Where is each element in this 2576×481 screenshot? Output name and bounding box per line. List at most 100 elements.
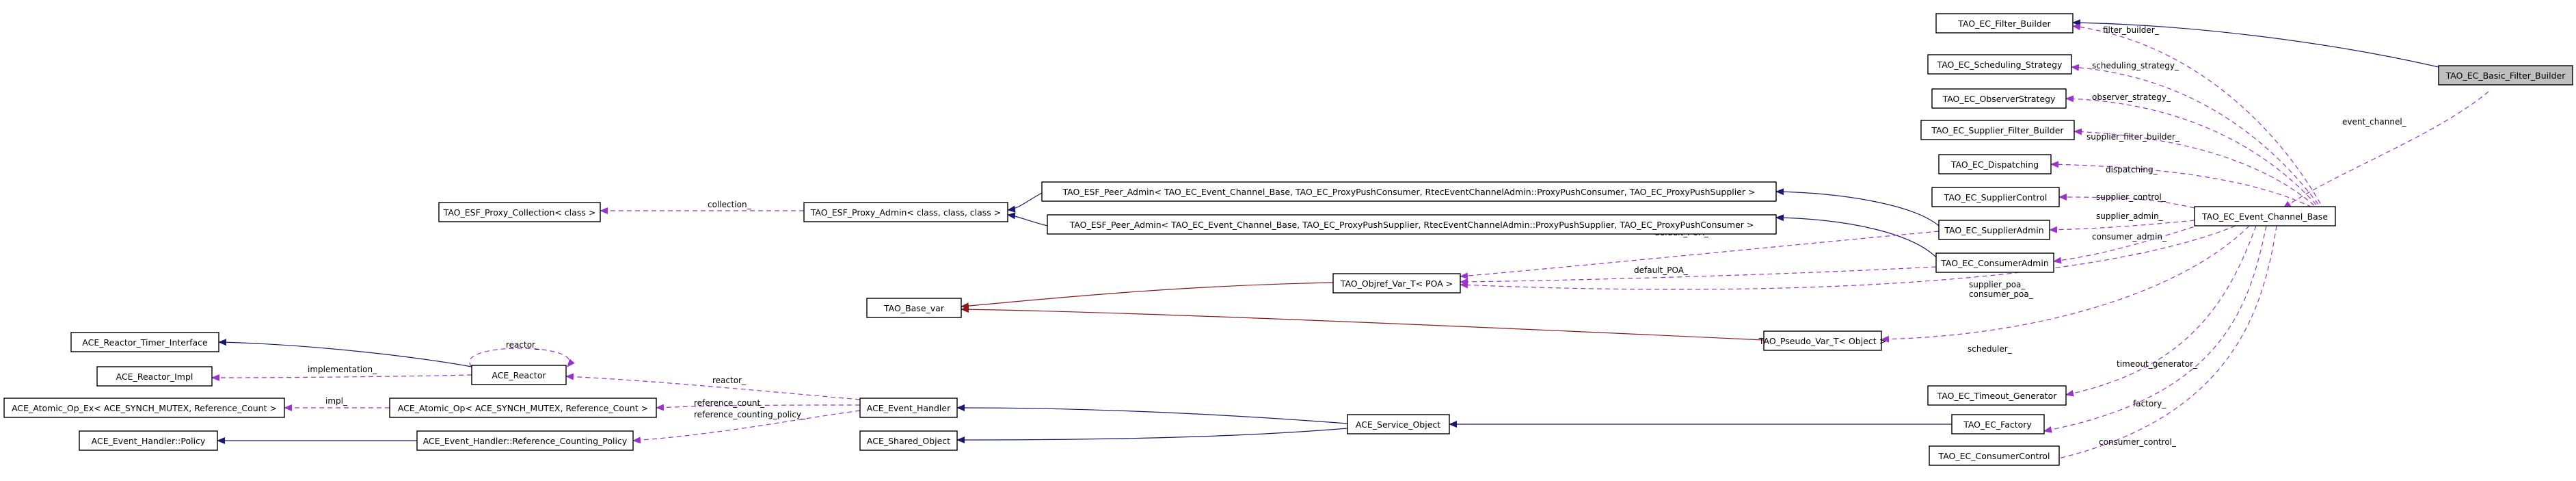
edge-shared-object-to-service-object bbox=[956, 428, 1348, 443]
edge-reference-count-usage: reference_count_ bbox=[656, 398, 861, 411]
edge-reference-counting-policy-usage: reference_counting_policy_ bbox=[632, 410, 861, 444]
node-shared-object[interactable]: ACE_Shared_Object bbox=[859, 430, 958, 451]
node-label: ACE_Shared_Object bbox=[867, 436, 950, 446]
node-label: TAO_Base_var bbox=[883, 303, 945, 313]
edge-collection-usage: collection_ bbox=[600, 200, 805, 214]
edge-timeout-generator-usage: timeout_generator_ bbox=[2065, 225, 2257, 397]
node-atomic-op-ex[interactable]: ACE_Atomic_Op_Ex< ACE_SYNCH_MUTEX, Refer… bbox=[3, 398, 285, 418]
node-label: ACE_Event_Handler bbox=[867, 403, 951, 413]
node-dispatching[interactable]: TAO_EC_Dispatching bbox=[1938, 154, 2052, 174]
label-factory: factory_ bbox=[2133, 399, 2166, 408]
node-factory[interactable]: TAO_EC_Factory bbox=[1951, 414, 2045, 434]
edge-consumer-admin-usage: consumer_admin_ bbox=[2053, 224, 2202, 264]
edge-peer-admin-supplier-to-proxy-admin bbox=[1007, 212, 1048, 226]
label-scheduling-strategy: scheduling_strategy_ bbox=[2092, 61, 2179, 70]
node-peer-admin-supplier[interactable]: TAO_ESF_Peer_Admin< TAO_EC_Event_Channel… bbox=[1047, 214, 1777, 235]
node-scheduling-strategy[interactable]: TAO_EC_Scheduling_Strategy bbox=[1927, 54, 2072, 75]
node-event-channel-base[interactable]: TAO_EC_Event_Channel_Base bbox=[2194, 206, 2336, 226]
node-label: ACE_Service_Object bbox=[1356, 419, 1440, 430]
edge-event-channel-poa: supplier_poa_ consumer_poa_ bbox=[1460, 225, 2236, 299]
node-basic-filter-builder[interactable]: TAO_EC_Basic_Filter_Builder bbox=[2438, 65, 2573, 86]
edge-factory-usage: factory_ bbox=[2043, 225, 2267, 433]
node-reactor-timer-interface[interactable]: ACE_Reactor_Timer_Interface bbox=[70, 332, 219, 352]
node-proxy-collection[interactable]: TAO_ESF_Proxy_Collection< class > bbox=[438, 202, 601, 222]
label-consumer-control: consumer_control_ bbox=[2099, 437, 2177, 447]
node-pseudo-var[interactable]: TAO_Pseudo_Var_T< Object > bbox=[1758, 330, 1886, 351]
label-reference-count: reference_count_ bbox=[694, 398, 765, 408]
node-label: TAO_Objref_Var_T< POA > bbox=[1340, 278, 1453, 289]
edge-event-handler-to-service-object bbox=[956, 404, 1348, 424]
node-label: ACE_Reactor_Timer_Interface bbox=[82, 337, 208, 348]
edge-basic-builder-event-channel: event_channel_ bbox=[2283, 91, 2489, 209]
node-objref-var-poa[interactable]: TAO_Objref_Var_T< POA > bbox=[1332, 273, 1461, 294]
node-consumer-control[interactable]: TAO_EC_ConsumerControl bbox=[1929, 445, 2060, 466]
node-label: TAO_EC_Timeout_Generator bbox=[1937, 391, 2058, 401]
node-filter-builder[interactable]: TAO_EC_Filter_Builder bbox=[1935, 13, 2074, 34]
node-service-object[interactable]: ACE_Service_Object bbox=[1347, 414, 1450, 434]
node-label: ACE_Event_Handler::Reference_Counting_Po… bbox=[423, 436, 628, 446]
node-supplier-admin[interactable]: TAO_EC_SupplierAdmin bbox=[1938, 220, 2050, 240]
node-label: TAO_EC_Supplier_Filter_Builder bbox=[1931, 125, 2064, 135]
edge-supplier-admin-usage: supplier_admin_ bbox=[2049, 211, 2195, 233]
edge-basic-filter-builder-to-filter-builder bbox=[2072, 19, 2439, 68]
label-collection: collection_ bbox=[708, 200, 752, 209]
node-label: TAO_EC_Filter_Builder bbox=[1957, 18, 2051, 29]
label-supplier-filter-builder: supplier_filter_builder_ bbox=[2087, 132, 2180, 142]
node-label: TAO_ESF_Proxy_Collection< class > bbox=[443, 207, 596, 218]
edge-consumer-admin-to-peer-admin bbox=[1775, 214, 1940, 261]
label-implementation: implementation_ bbox=[308, 365, 377, 374]
node-label: ACE_Atomic_Op_Ex< ACE_SYNCH_MUTEX, Refer… bbox=[12, 403, 277, 413]
edge-reactor-self: reactor_ bbox=[469, 340, 575, 367]
label-impl: impl_ bbox=[325, 396, 348, 406]
edge-pseudo-var-to-base-var bbox=[961, 306, 1765, 341]
node-label: TAO_EC_ConsumerAdmin bbox=[1940, 258, 2049, 268]
node-label: TAO_EC_SupplierAdmin bbox=[1944, 225, 2043, 235]
edge-reactor-usage: reactor_ bbox=[565, 373, 861, 400]
node-label: TAO_EC_Dispatching bbox=[1950, 159, 2039, 170]
node-observer-strategy[interactable]: TAO_EC_ObserverStrategy bbox=[1931, 88, 2067, 109]
node-event-handler-policy[interactable]: ACE_Event_Handler::Policy bbox=[79, 430, 218, 451]
edge-dispatching-usage: dispatching_ bbox=[2050, 161, 2320, 211]
node-label: TAO_EC_SupplierControl bbox=[1944, 192, 2048, 203]
label-consumer-admin: consumer_admin_ bbox=[2092, 232, 2167, 242]
edge-scheduling-strategy-usage: scheduling_strategy_ bbox=[2071, 61, 2324, 211]
label-reference-counting-policy: reference_counting_policy_ bbox=[694, 410, 806, 419]
node-supplier-filter-builder[interactable]: TAO_EC_Supplier_Filter_Builder bbox=[1920, 120, 2075, 140]
edge-impl-usage: impl_ bbox=[284, 396, 390, 411]
edge-supplier-filter-builder-usage: supplier_filter_builder_ bbox=[2074, 128, 2321, 211]
label-event-channel: event_channel_ bbox=[2342, 117, 2407, 127]
label-scheduler: scheduler_ bbox=[1968, 344, 2013, 354]
label-reactor: reactor_ bbox=[712, 376, 747, 385]
edge-supplier-admin-default-poa: default_POA_ bbox=[1460, 228, 1940, 280]
node-label: ACE_Event_Handler::Policy bbox=[92, 436, 206, 446]
node-proxy-admin[interactable]: TAO_ESF_Proxy_Admin< class, class, class… bbox=[803, 202, 1008, 222]
node-event-handler[interactable]: ACE_Event_Handler bbox=[859, 398, 958, 418]
label-consumer-poa: consumer_poa_ bbox=[1969, 289, 2034, 299]
edge-peer-admin-consumer-to-proxy-admin bbox=[1007, 192, 1043, 213]
node-consumer-admin[interactable]: TAO_EC_ConsumerAdmin bbox=[1935, 252, 2054, 273]
edge-supplier-admin-to-peer-admin bbox=[1775, 188, 1940, 226]
edge-filter-builder-usage: filter_builder_ bbox=[2072, 23, 2325, 211]
edge-objref-var-to-base-var bbox=[961, 282, 1334, 310]
node-timeout-generator[interactable]: TAO_EC_Timeout_Generator bbox=[1927, 385, 2067, 406]
edge-reactor-to-timer-interface bbox=[218, 339, 472, 367]
label-filter-builder: filter_builder_ bbox=[2103, 25, 2160, 35]
label-supplier-control: supplier_control_ bbox=[2096, 192, 2166, 202]
node-supplier-control[interactable]: TAO_EC_SupplierControl bbox=[1931, 187, 2060, 207]
node-label: TAO_EC_ObserverStrategy bbox=[1942, 94, 2056, 104]
node-reactor[interactable]: ACE_Reactor bbox=[471, 365, 567, 385]
label-dispatching: dispatching_ bbox=[2106, 165, 2158, 174]
label-supplier-admin: supplier_admin_ bbox=[2096, 211, 2164, 221]
node-reactor-impl[interactable]: ACE_Reactor_Impl bbox=[96, 366, 213, 387]
node-atomic-op[interactable]: ACE_Atomic_Op< ACE_SYNCH_MUTEX, Referenc… bbox=[389, 398, 657, 418]
node-label: TAO_EC_Scheduling_Strategy bbox=[1937, 60, 2063, 70]
node-ref-counting-policy[interactable]: ACE_Event_Handler::Reference_Counting_Po… bbox=[416, 430, 634, 451]
node-label: TAO_ESF_Proxy_Admin< class, class, class… bbox=[810, 207, 1002, 218]
node-label: TAO_EC_Basic_Filter_Builder bbox=[2445, 70, 2566, 81]
node-peer-admin-consumer[interactable]: TAO_ESF_Peer_Admin< TAO_EC_Event_Channel… bbox=[1041, 181, 1777, 202]
node-label: ACE_Reactor bbox=[492, 370, 546, 380]
label-default-poa-2: default_POA_ bbox=[1634, 265, 1689, 275]
node-label: TAO_ESF_Peer_Admin< TAO_EC_Event_Channel… bbox=[1069, 220, 1754, 230]
node-base-var[interactable]: TAO_Base_var bbox=[866, 298, 962, 318]
